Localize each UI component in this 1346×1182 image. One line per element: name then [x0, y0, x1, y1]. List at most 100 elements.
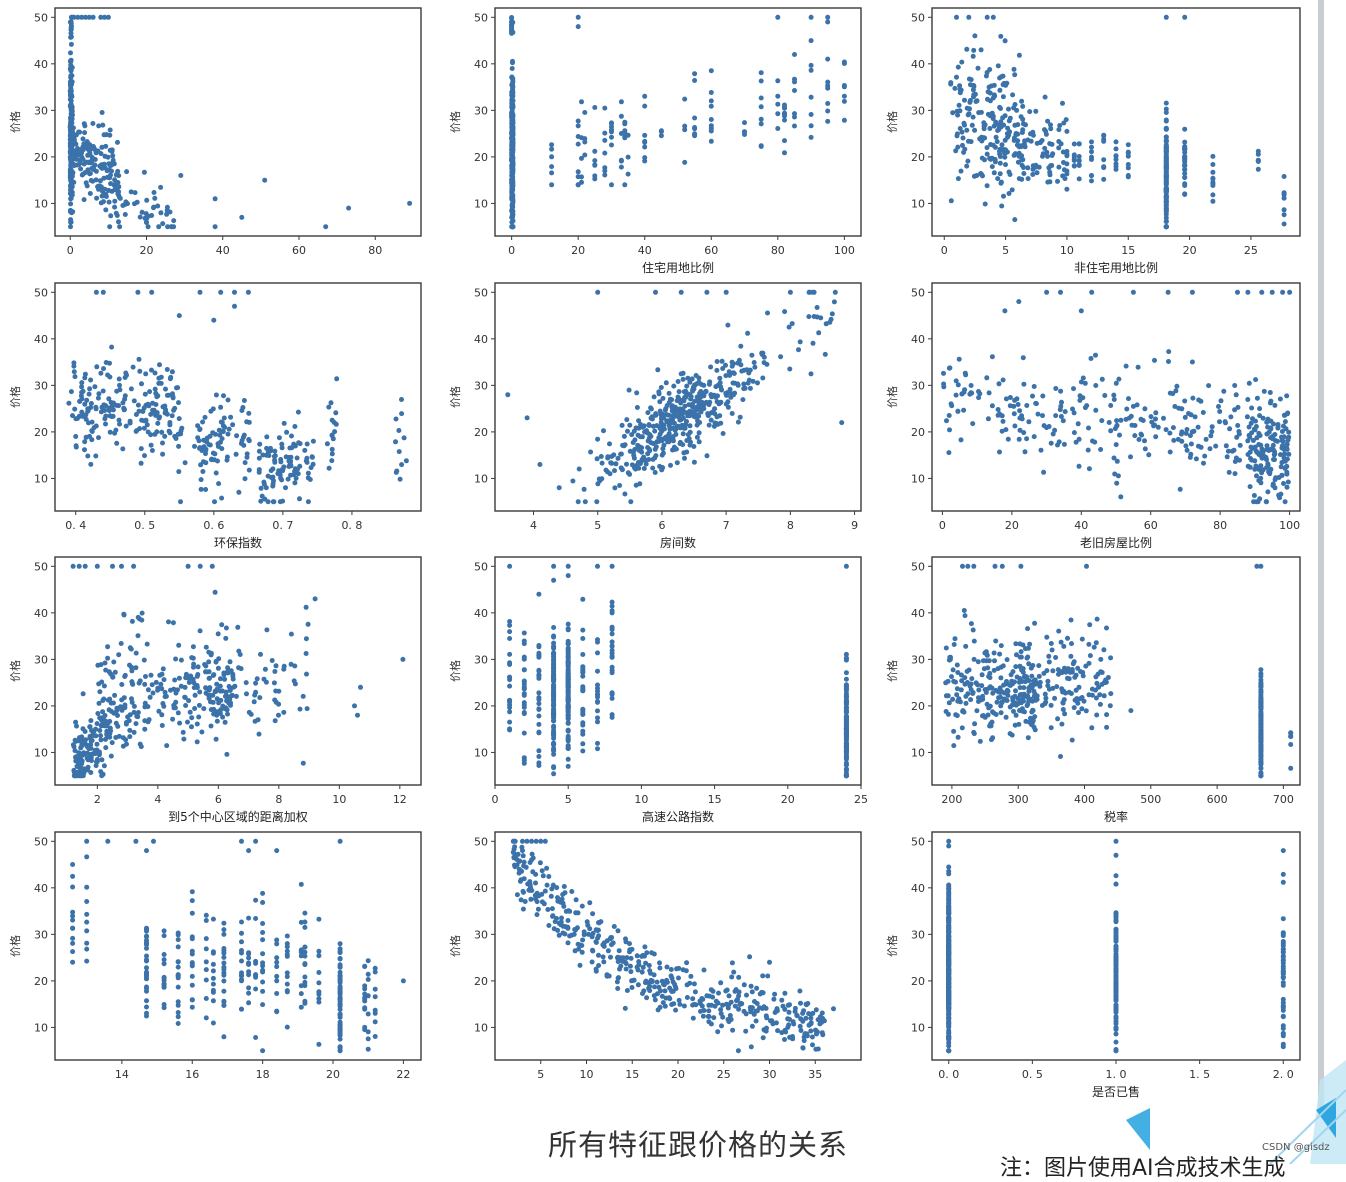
- scatter-point: [992, 651, 997, 656]
- x-tick-label: 0. 4: [65, 519, 86, 532]
- scatter-point: [396, 428, 401, 433]
- scatter-point: [972, 33, 977, 38]
- scatter-point: [653, 290, 658, 295]
- scatter-point: [257, 695, 262, 700]
- scatter-point: [107, 707, 112, 712]
- scatter-point: [338, 941, 343, 946]
- scatter-point: [144, 959, 149, 964]
- scatter-point: [168, 375, 173, 380]
- scatter-point: [68, 201, 73, 206]
- scatter-point: [576, 119, 581, 124]
- scatter-point: [299, 882, 304, 887]
- scatter-point: [727, 369, 732, 374]
- scatter-point: [1032, 384, 1037, 389]
- scatter-point: [701, 393, 706, 398]
- scatter-point: [1233, 471, 1238, 476]
- scatter-point: [642, 155, 647, 160]
- scatter-point: [1017, 708, 1022, 713]
- scatter-point: [809, 63, 814, 68]
- y-tick-label: 30: [34, 653, 48, 666]
- scatter-point: [683, 389, 688, 394]
- scatter-point: [715, 359, 720, 364]
- scatter-point: [765, 311, 770, 316]
- scatter-point: [1283, 457, 1288, 462]
- scatter-point: [686, 432, 691, 437]
- scatter-point: [258, 652, 263, 657]
- scatter-point: [221, 1034, 226, 1039]
- scatter-point: [329, 458, 334, 463]
- scatter-point: [844, 714, 849, 719]
- scatter-point: [239, 973, 244, 978]
- scatter-point: [100, 194, 105, 199]
- scatter-point: [218, 684, 223, 689]
- scatter-point: [179, 658, 184, 663]
- scatter-point: [316, 917, 321, 922]
- scatter-point: [692, 460, 697, 465]
- scatter-point: [745, 331, 750, 336]
- scatter-point: [116, 219, 121, 224]
- scatter-point: [685, 413, 690, 418]
- scatter-point: [338, 1020, 343, 1025]
- scatter-point: [1116, 377, 1121, 382]
- scatter-point: [264, 627, 269, 632]
- scatter-point: [701, 406, 706, 411]
- scatter-point: [522, 667, 527, 672]
- scatter-point: [1026, 419, 1031, 424]
- scatter-point: [709, 98, 714, 103]
- scatter-point: [595, 669, 600, 674]
- scatter-point: [682, 426, 687, 431]
- scatter-point: [225, 712, 230, 717]
- scatter-point: [1210, 162, 1215, 167]
- scatter-point: [286, 477, 291, 482]
- scatter-point: [110, 153, 115, 158]
- scatter-point: [701, 383, 706, 388]
- scatter-point: [1188, 452, 1193, 457]
- x-tick-label: 7: [723, 519, 730, 532]
- scatter-point: [117, 224, 122, 229]
- scatter-point: [636, 426, 641, 431]
- scatter-point: [647, 448, 652, 453]
- scatter-point: [525, 415, 530, 420]
- scatter-point: [176, 1021, 181, 1026]
- scatter-point: [190, 952, 195, 957]
- scatter-point: [308, 477, 313, 482]
- scatter-point: [570, 479, 575, 484]
- scatter-point: [69, 389, 74, 394]
- scatter-point: [949, 401, 954, 406]
- scatter-point: [213, 196, 218, 201]
- scatter-point: [275, 471, 280, 476]
- scatter-point: [1008, 403, 1013, 408]
- x-tick-label: 22: [396, 1068, 410, 1081]
- scatter-point: [1142, 406, 1147, 411]
- scatter-point: [809, 38, 814, 43]
- scatter-point: [296, 440, 301, 445]
- scatter-point: [1258, 762, 1263, 767]
- scatter-point: [595, 650, 600, 655]
- scatter-point: [536, 763, 541, 768]
- scatter-point: [985, 15, 990, 20]
- scatter-point: [634, 483, 639, 488]
- scatter-point: [183, 703, 188, 708]
- scatter-point: [142, 453, 147, 458]
- scatter-point: [566, 715, 571, 720]
- y-tick-label: 20: [34, 700, 48, 713]
- scatter-point: [812, 314, 817, 319]
- scatter-point: [792, 79, 797, 84]
- scatter-point: [137, 357, 142, 362]
- scatter-point: [974, 173, 979, 178]
- scatter-point: [1107, 420, 1112, 425]
- scatter-point: [114, 706, 119, 711]
- scatter-point: [551, 731, 556, 736]
- scatter-point: [327, 466, 332, 471]
- scatter-point: [624, 417, 629, 422]
- scatter-point: [111, 701, 116, 706]
- scatter-point: [987, 67, 992, 72]
- scatter-point: [358, 685, 363, 690]
- scatter-point: [1086, 448, 1091, 453]
- scatter-point: [1171, 438, 1176, 443]
- scatter-point: [253, 959, 258, 964]
- scatter-point: [338, 1045, 343, 1050]
- scatter-point: [299, 1005, 304, 1010]
- scatter-point: [70, 885, 75, 890]
